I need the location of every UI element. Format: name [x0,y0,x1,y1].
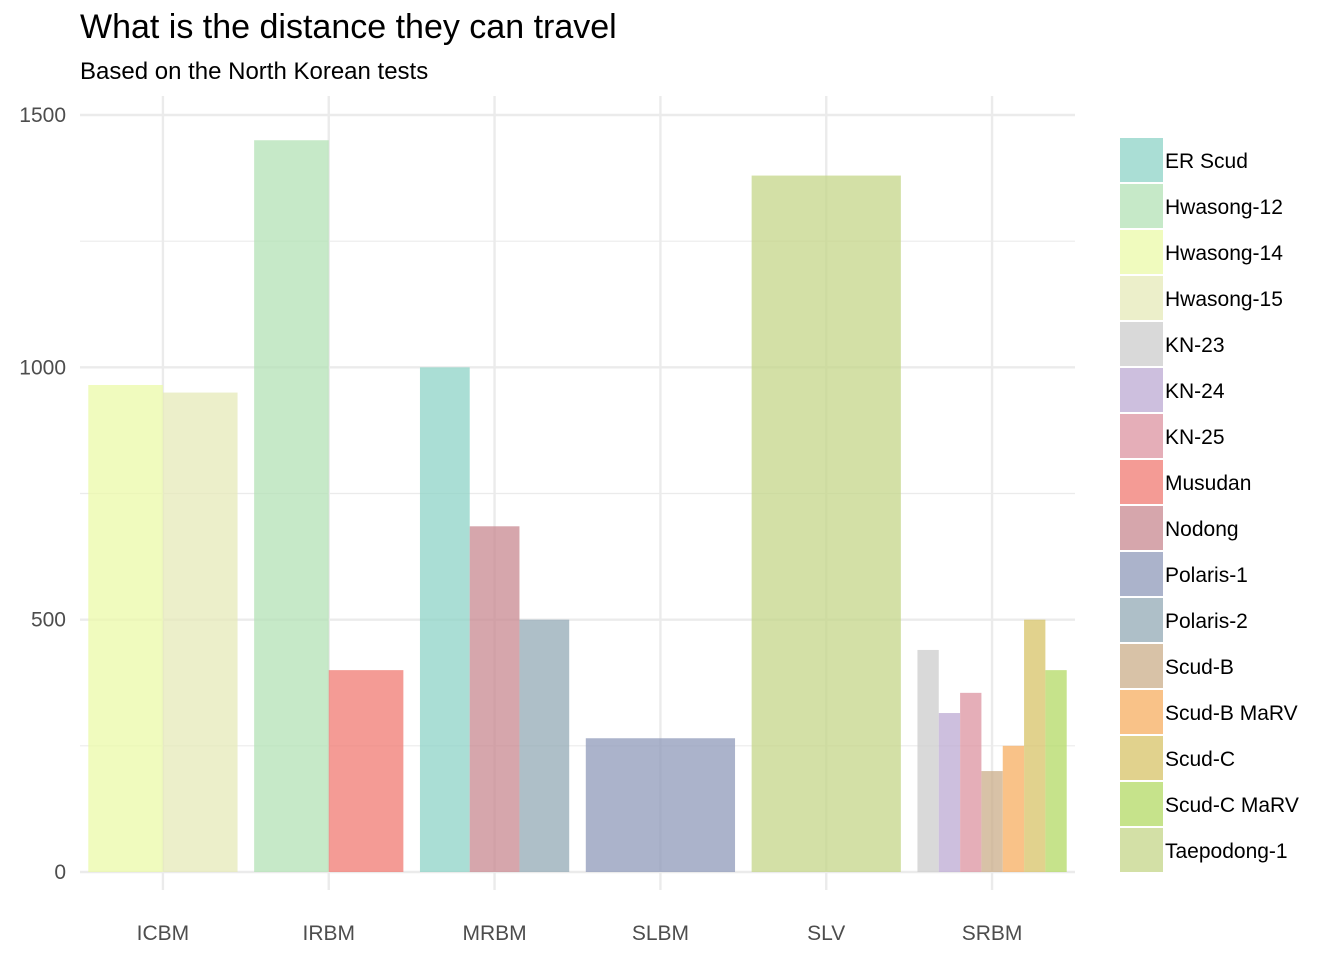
legend-key-nodong [1120,506,1163,550]
legend-key-hwasong-12 [1120,184,1163,228]
bar-srbm-scud-b-marv [1002,745,1025,872]
bar-srbm-kn-25 [960,692,982,872]
legend-key-scud-b [1120,644,1163,688]
bar-irbm-musudan [328,670,404,872]
bars [88,140,1067,872]
legend-key-musudan [1120,460,1163,504]
legend-label: Polaris-1 [1165,564,1248,587]
chart-title: What is the distance they can travel [80,8,617,46]
legend-label: Scud-B MaRV [1165,702,1298,725]
bar-slv-taepodong-1 [751,175,901,872]
bar-slbm-polaris-1 [585,738,736,872]
bar-srbm-scud-c [1024,619,1046,872]
legend-label: Hwasong-12 [1165,196,1283,219]
legend-label: Scud-C MaRV [1165,794,1299,817]
y-tick-label: 1000 [19,356,66,379]
bar-srbm-scud-c-marv [1045,670,1067,872]
legend-key-scud-c-marv [1120,782,1163,826]
chart-subtitle: Based on the North Korean tests [80,58,429,85]
bar-srbm-kn-24 [938,713,961,872]
legend-key-polaris-2 [1120,598,1163,642]
legend-key-kn-24 [1120,368,1163,412]
x-tick-label: ICBM [137,922,190,945]
legend-label: KN-23 [1165,334,1225,357]
y-tick-label: 0 [54,861,66,884]
legend-label: KN-24 [1165,380,1225,403]
legend: ER Scud Hwasong-12 Hwasong-14 Hwasong-15 KN-… [1120,138,1299,872]
bar-icbm-hwasong-15 [162,392,238,872]
legend-key-scud-c [1120,736,1163,780]
bar-mrbm-polaris-2 [519,619,570,872]
legend-key-taepodong-1 [1120,828,1163,872]
x-tick-label: SLBM [632,922,689,945]
legend-label: ER Scud [1165,150,1248,173]
legend-label: KN-25 [1165,426,1225,449]
legend-key-scud-b-marv [1120,690,1163,734]
legend-key-hwasong-15 [1120,276,1163,320]
x-tick-label: SRBM [962,922,1023,945]
legend-key-kn-23 [1120,322,1163,366]
legend-key-kn-25 [1120,414,1163,458]
legend-label: Polaris-2 [1165,610,1248,633]
legend-label: Hwasong-15 [1165,288,1283,311]
legend-key-er-scud [1120,138,1163,182]
y-tick-label: 1500 [19,104,66,127]
x-tick-label: MRBM [462,922,526,945]
bar-mrbm-er-scud [419,367,470,872]
bar-srbm-scud-b [981,771,1003,872]
legend-label: Musudan [1165,472,1251,495]
axis-labels: 0 500 1000 1500 ICBM IRBM MRBM SLBM SLV SRBM [19,104,1022,945]
bar-srbm-kn-23 [917,649,939,872]
x-tick-label: IRBM [303,922,356,945]
legend-key-hwasong-14 [1120,230,1163,274]
bar-irbm-hwasong-12 [254,140,329,872]
legend-label: Scud-B [1165,656,1234,679]
legend-label: Scud-C [1165,748,1235,771]
bar-icbm-hwasong-14 [88,384,163,872]
y-tick-label: 500 [31,609,66,632]
legend-label: Hwasong-14 [1165,242,1283,265]
bar-mrbm-nodong [469,526,520,872]
x-tick-label: SLV [807,922,845,945]
legend-label: Nodong [1165,518,1239,541]
legend-label: Taepodong-1 [1165,840,1288,863]
legend-key-polaris-1 [1120,552,1163,596]
